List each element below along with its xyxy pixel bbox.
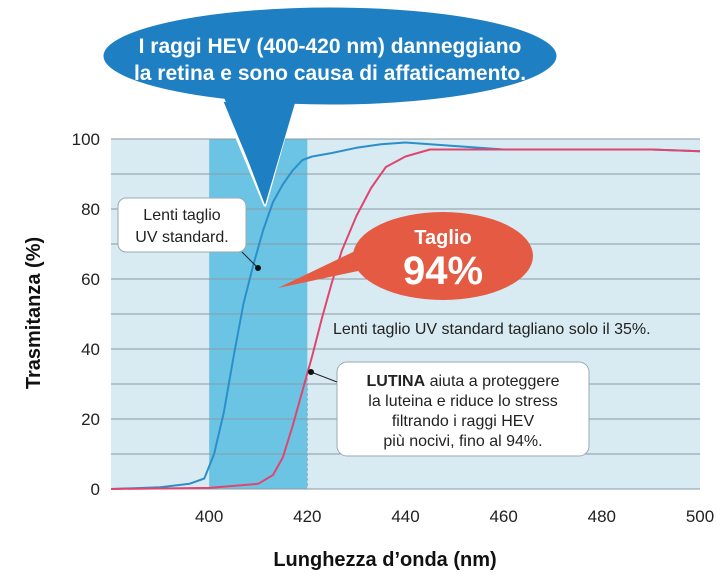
- x-tick-labels: 400 420 440 460 480 500: [195, 507, 714, 526]
- hev-callout-bubble-body: [100, 4, 560, 108]
- lutina-brand: LUTINA: [367, 373, 426, 390]
- standard-lens-line-2: UV standard.: [135, 229, 228, 246]
- lutina-line-2: la luteina e riduce lo stress: [368, 393, 557, 410]
- y-tick-label: 0: [91, 480, 100, 499]
- x-tick-label: 400: [195, 507, 223, 526]
- x-tick-label: 440: [391, 507, 419, 526]
- series-line-2: [110, 148, 701, 490]
- cut-callout-label: Taglio: [414, 227, 471, 249]
- series-group: [110, 141, 701, 490]
- hev-callout-line-2: la retina e sono causa di affaticamento.: [134, 62, 526, 85]
- cut-callout-tail: [278, 240, 378, 288]
- lutina-line-4: più nocivi, fino al 94%.: [383, 433, 542, 450]
- lutina-marker: [308, 369, 314, 375]
- hev-callout: I raggi HEV (400-420 nm) danneggiano la …: [100, 4, 560, 207]
- y-tick-label: 40: [81, 340, 100, 359]
- y-tick-labels: 0 20 40 60 80 100: [72, 130, 100, 499]
- cut-callout: Taglio 94%: [278, 212, 533, 300]
- y-tick-label: 100: [72, 130, 100, 149]
- cut-callout-value: 94%: [403, 249, 483, 293]
- svg-text:LUTINA aiuta a proteggere: LUTINA aiuta a proteggere: [367, 373, 560, 390]
- lutina-info-box: LUTINA aiuta a proteggere la luteina e r…: [308, 361, 590, 457]
- y-tick-label: 20: [81, 410, 100, 429]
- standard-lens-marker: [255, 265, 261, 271]
- standard-lens-line-1: Lenti taglio: [143, 207, 220, 224]
- x-tick-label: 460: [489, 507, 517, 526]
- y-tick-label: 80: [81, 200, 100, 219]
- y-axis-title: Trasmitanza (%): [23, 237, 45, 389]
- standard-lens-label: Lenti taglio UV standard.: [117, 197, 261, 271]
- lutina-line-1: aiuta a proteggere: [425, 373, 559, 390]
- x-tick-label: 500: [686, 507, 714, 526]
- standard-cut-note: Lenti taglio UV standard tagliano solo i…: [333, 321, 651, 338]
- cut-callout-bubble: [353, 212, 533, 300]
- x-axis-title: Lunghezza d’onda (nm): [273, 549, 496, 571]
- hev-callout-line-1: I raggi HEV (400-420 nm) danneggiano: [139, 35, 522, 58]
- y-tick-label: 60: [81, 270, 100, 289]
- x-tick-label: 420: [293, 507, 321, 526]
- lutina-line-3: filtrando i raggi HEV: [392, 413, 535, 430]
- x-tick-label: 480: [588, 507, 616, 526]
